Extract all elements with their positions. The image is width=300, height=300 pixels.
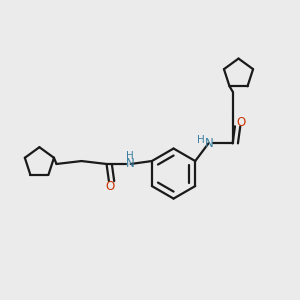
Text: O: O	[106, 181, 115, 194]
Text: N: N	[126, 157, 134, 170]
Text: N: N	[205, 137, 213, 151]
Text: H: H	[126, 151, 134, 161]
Text: H: H	[197, 135, 205, 146]
Text: O: O	[237, 116, 246, 129]
